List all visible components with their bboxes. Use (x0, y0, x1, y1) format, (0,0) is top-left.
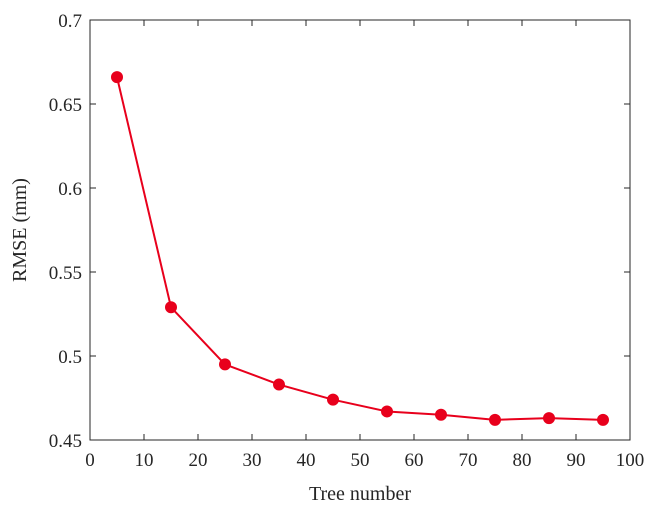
data-point (327, 393, 339, 406)
series-layer (111, 71, 609, 426)
x-tick-label: 30 (243, 450, 262, 471)
axes-box (89, 19, 631, 441)
data-point (381, 405, 393, 418)
x-tick-label: 100 (616, 450, 645, 471)
x-tick-label: 20 (189, 450, 208, 471)
y-tick-label: 0.6 (58, 179, 82, 200)
data-point (273, 378, 285, 391)
y-tick-label: 0.7 (58, 11, 82, 32)
x-tick-label: 60 (405, 450, 424, 471)
data-point (435, 408, 447, 421)
x-tick-label: 80 (513, 450, 532, 471)
series-line (116, 76, 604, 421)
x-tick-label: 0 (85, 450, 95, 471)
x-tick-label: 10 (135, 450, 154, 471)
data-point (219, 358, 231, 371)
x-tick-label: 70 (459, 450, 478, 471)
x-axis-title: Tree number (309, 483, 411, 505)
y-tick-label: 0.55 (49, 263, 82, 284)
x-tick-label: 50 (351, 450, 370, 471)
x-tick-label: 90 (567, 450, 586, 471)
data-point (111, 71, 123, 84)
x-axis: 0 10 20 30 40 50 60 70 80 90 100 (85, 20, 644, 471)
plot-area (90, 20, 630, 440)
y-axis: 0.45 0.5 0.55 0.6 0.65 0.7 (49, 11, 630, 452)
y-axis-title: RMSE (mm) (9, 178, 31, 282)
y-tick-label: 0.65 (49, 95, 82, 116)
data-point (543, 412, 555, 425)
x-tick-label: 40 (297, 450, 316, 471)
y-tick-label: 0.45 (49, 431, 82, 452)
data-point (489, 413, 501, 426)
y-tick-label: 0.5 (58, 347, 82, 368)
data-point (165, 301, 177, 314)
data-point (597, 413, 609, 426)
